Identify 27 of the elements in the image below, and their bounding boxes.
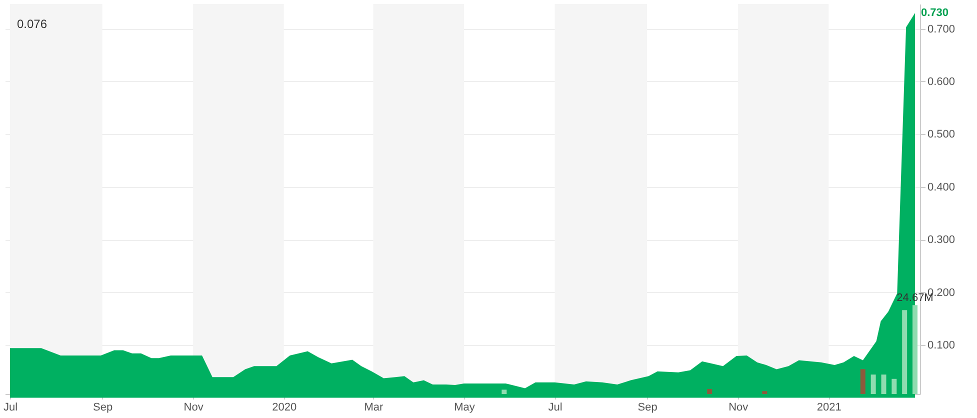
y-tick-label: 0.600 [928, 76, 956, 88]
bar [881, 374, 886, 394]
y-tick-label: 0.400 [928, 181, 956, 194]
annotation: 0.730 [921, 6, 949, 19]
bar [860, 369, 866, 394]
x-tick-label: Sep [92, 402, 113, 414]
x-tick-label: Nov [184, 402, 204, 414]
bar [762, 391, 768, 394]
x-tick-label: Jul [3, 402, 18, 414]
x-tick-label: May [454, 402, 476, 414]
x-tick-label: 2021 [816, 402, 842, 414]
y-tick-label: 0.700 [928, 23, 956, 36]
annotation: 0.076 [17, 17, 48, 31]
x-tick-label: Mar [364, 402, 384, 414]
y-tick-label: 0.500 [928, 128, 956, 141]
y-tick-label: 0.300 [928, 234, 956, 246]
y-tick-label: 0.100 [928, 339, 956, 352]
x-tick-label: Jul [548, 402, 562, 414]
bar [502, 390, 507, 394]
x-tick-label: Nov [728, 402, 749, 414]
bar [912, 305, 918, 394]
bar [870, 374, 876, 394]
bar [707, 388, 712, 394]
x-tick-label: 2020 [272, 402, 297, 414]
bar [902, 310, 908, 394]
bar [892, 378, 897, 394]
x-tick-label: Sep [638, 402, 658, 414]
